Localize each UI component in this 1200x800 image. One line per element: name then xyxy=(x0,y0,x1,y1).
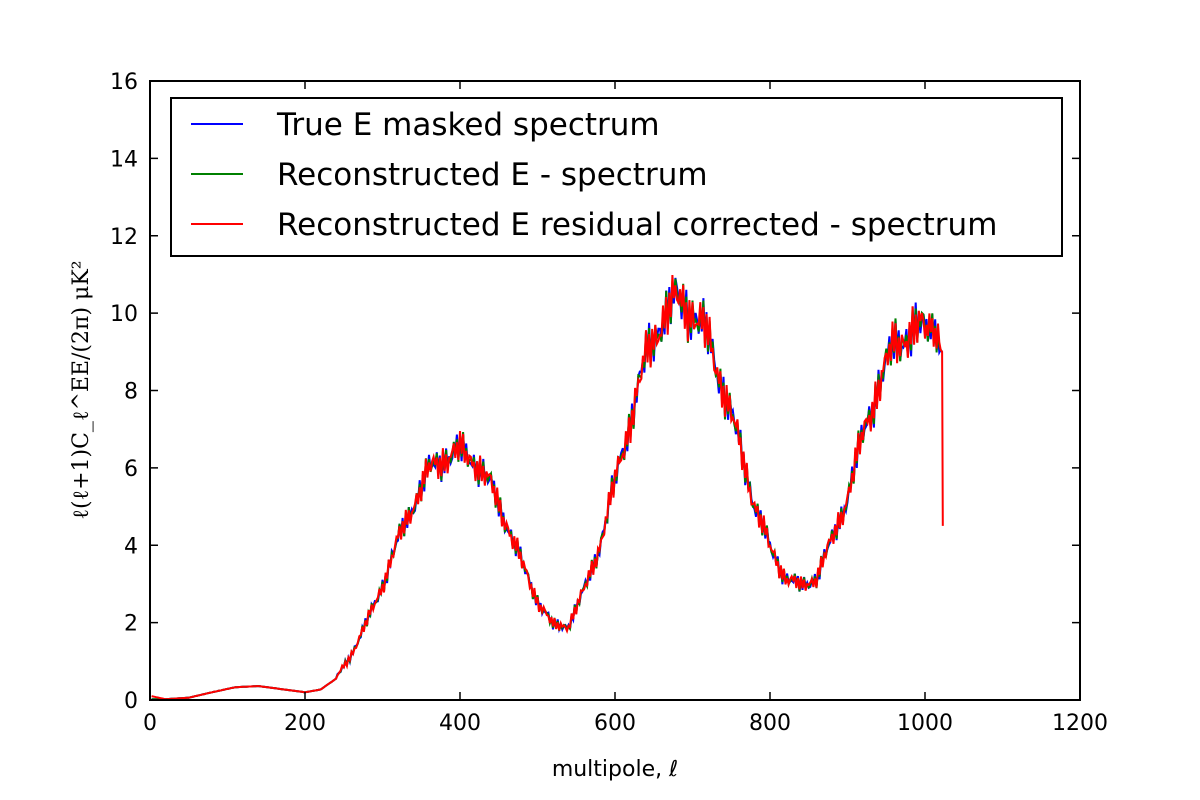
x-tick-label: 200 xyxy=(284,711,326,736)
x-axis-label: multipole, ℓ xyxy=(552,757,678,782)
x-tick-label: 1000 xyxy=(897,711,953,736)
series-layer xyxy=(151,275,944,701)
y-tick-label: 8 xyxy=(124,380,138,405)
x-tick-label: 600 xyxy=(594,711,636,736)
legend-label-residual-corrected: Reconstructed E residual corrected - spe… xyxy=(277,207,997,243)
legend-label-reconstructed-e: Reconstructed E - spectrum xyxy=(277,157,708,193)
y-tick-label: 6 xyxy=(124,457,138,482)
x-tick-label: 800 xyxy=(749,711,791,736)
y-tick-label: 16 xyxy=(110,70,138,95)
x-tick-label: 0 xyxy=(143,711,157,736)
y-tick-label: 10 xyxy=(110,302,138,327)
x-tick-label: 400 xyxy=(439,711,481,736)
legend-label-true-e: True E masked spectrum xyxy=(276,107,660,143)
ticks-layer: 0 200 400 600 800 1000 1200 0 2 4 6 8 10 12 14 16 xyxy=(110,70,1108,736)
y-tick-label: 4 xyxy=(124,534,138,559)
y-axis-label: ℓ(ℓ+1)C_ℓ^EE/(2π) μK² xyxy=(69,260,94,519)
x-tick-label: 1200 xyxy=(1052,711,1108,736)
y-tick-label: 0 xyxy=(124,689,138,714)
legend-box xyxy=(170,97,1063,257)
y-tick-label: 2 xyxy=(124,612,138,637)
y-tick-label: 12 xyxy=(110,225,138,250)
legend: True E masked spectrum Reconstructed E -… xyxy=(170,97,1063,257)
y-tick-label: 14 xyxy=(110,147,138,172)
series-line-2 xyxy=(151,275,944,701)
